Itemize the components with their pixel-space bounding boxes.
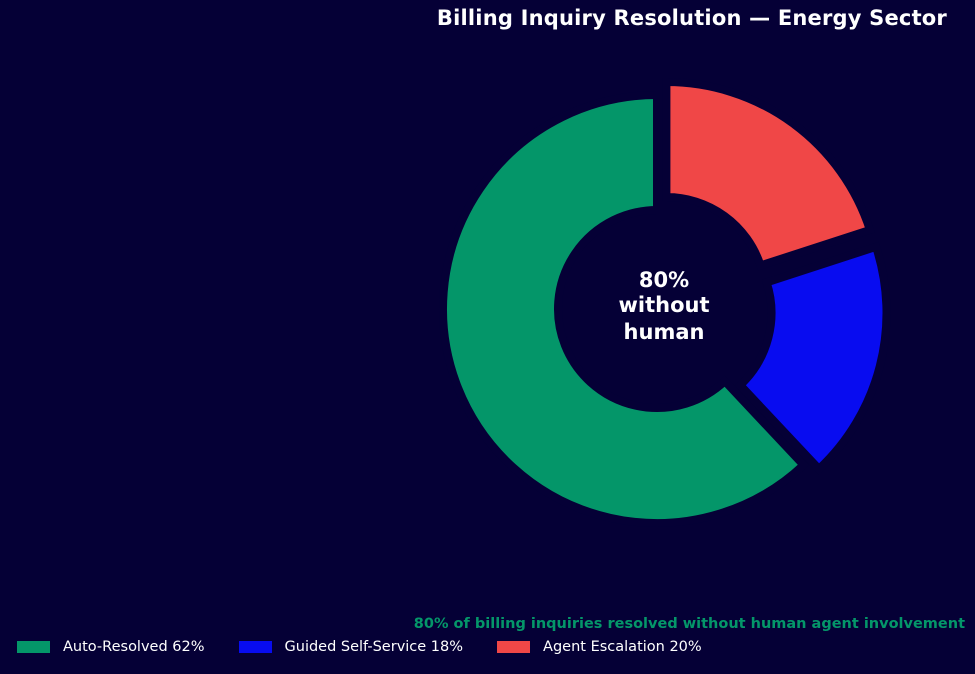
legend-item-guided-self-service: Guided Self-Service 18% — [238, 639, 464, 655]
legend-swatch-auto-resolved — [17, 641, 50, 653]
legend-label-auto-resolved: Auto-Resolved 62% — [63, 639, 205, 655]
legend-swatch-agent-escalation — [497, 641, 531, 653]
donut-slice-guided-self-service — [734, 241, 891, 475]
legend-item-auto-resolved: Auto-Resolved 62% — [17, 639, 205, 655]
legend-item-agent-escalation: Agent Escalation 20% — [497, 639, 702, 655]
center-label-line-2: without — [618, 293, 709, 317]
chart-annotation: 80% of billing inquiries resolved withou… — [413, 616, 965, 632]
legend: Auto-Resolved 62% Guided Self-Service 18… — [17, 639, 736, 655]
legend-swatch-guided-self-service — [238, 641, 272, 653]
legend-label-guided-self-service: Guided Self-Service 18% — [284, 639, 464, 655]
legend-label-agent-escalation: Agent Escalation 20% — [543, 639, 702, 655]
center-label-line-1: 80% — [639, 268, 689, 292]
donut-slice-agent-escalation — [662, 78, 875, 271]
chart-title: Billing Inquiry Resolution — Energy Sect… — [436, 6, 947, 30]
center-label-line-3: human — [624, 320, 705, 344]
donut-slice-auto-resolved — [439, 90, 810, 527]
